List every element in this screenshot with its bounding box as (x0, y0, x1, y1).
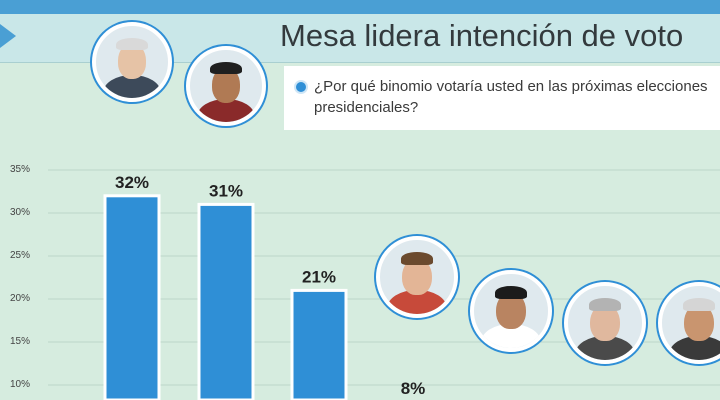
bar (290, 288, 348, 400)
y-tick-label: 30% (10, 207, 31, 218)
bar (103, 194, 161, 400)
y-tick-label: 25% (10, 250, 31, 261)
data-label: 8% (401, 379, 426, 398)
y-tick-label: 35% (10, 164, 31, 175)
candidate-portrait-icon (376, 236, 458, 318)
top-band (0, 0, 720, 14)
data-label: 32% (115, 173, 149, 192)
candidate-portrait-icon (92, 22, 172, 102)
candidate-portrait-icon (186, 46, 266, 126)
arrow-marker-icon (0, 24, 16, 48)
y-tick-label: 15% (10, 336, 31, 347)
y-tick-label: 10% (10, 379, 31, 390)
data-label: 21% (302, 267, 336, 286)
candidate-portrait-icon (470, 270, 552, 352)
question-text: ¿Por qué binomio votaría usted en las pr… (314, 78, 708, 116)
candidate-portrait-icon (564, 282, 646, 364)
bar (197, 202, 255, 400)
y-tick-label: 20% (10, 293, 31, 304)
data-label: 31% (209, 181, 243, 200)
chart-title: Mesa lidera intención de voto (280, 18, 684, 53)
candidate-portrait-icon (658, 282, 720, 364)
question-box (284, 66, 720, 130)
bullet-icon (294, 80, 308, 94)
